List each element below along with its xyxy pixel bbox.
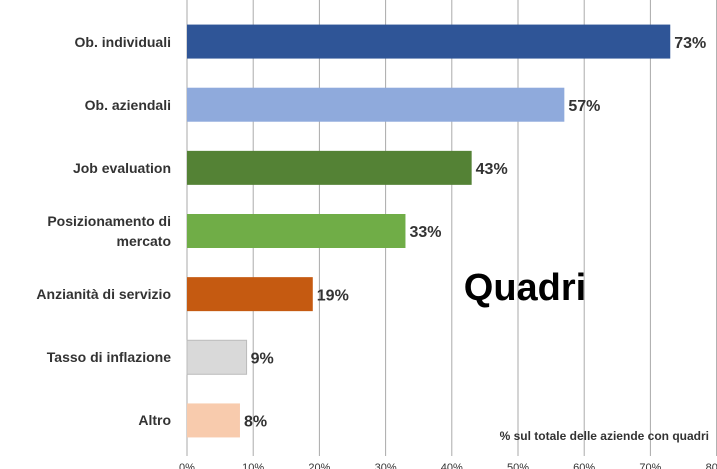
x-tick-label: 20% [308, 462, 330, 469]
value-label: 43% [476, 161, 508, 178]
value-label: 73% [674, 35, 706, 52]
bar [187, 150, 472, 185]
x-axis-label: % sul totale delle aziende con quadri [500, 429, 709, 443]
category-label: Altro [138, 412, 171, 429]
x-tick-label: 80% [706, 462, 717, 469]
annotation: Quadri [464, 267, 586, 309]
value-label: 19% [317, 287, 349, 304]
x-tick-label: 0% [179, 462, 195, 469]
value-label: 9% [251, 351, 274, 368]
value-label: 8% [244, 414, 267, 431]
x-tick-label: 50% [507, 462, 529, 469]
bar [187, 403, 240, 438]
x-tick-label: 40% [441, 462, 463, 469]
category-label: Posizionamento di mercato [47, 213, 171, 249]
x-tick-label: 60% [573, 462, 595, 469]
bar [186, 339, 248, 375]
category-label: Tasso di inflazione [46, 349, 171, 366]
bar [187, 24, 671, 59]
value-label: 57% [568, 98, 600, 115]
bar [187, 277, 313, 312]
bar [187, 87, 565, 122]
category-label: Anzianità di servizio [36, 286, 171, 303]
value-label: 33% [409, 224, 441, 241]
x-tick-label: 10% [242, 462, 264, 469]
x-tick-label: 70% [639, 462, 661, 469]
bar [187, 214, 406, 248]
x-tick-label: 30% [375, 462, 397, 469]
category-label: Ob. individuali [74, 33, 171, 50]
category-label: Job evaluation [72, 159, 171, 176]
category-label: Ob. aziendali [84, 96, 171, 113]
